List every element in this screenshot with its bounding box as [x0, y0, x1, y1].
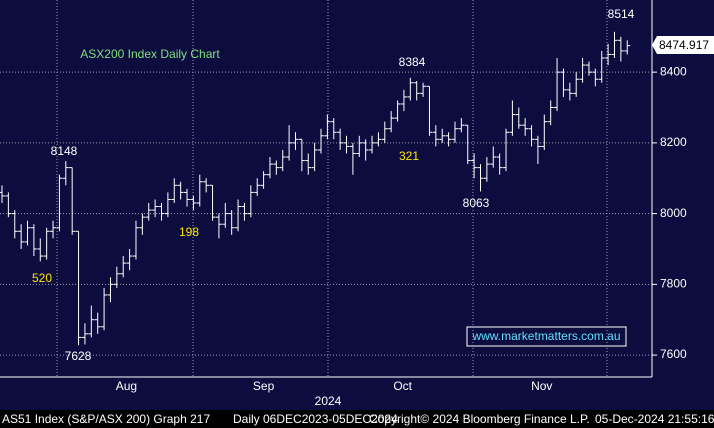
x-tick-label: Aug [116, 379, 137, 393]
year-label: 2024 [315, 394, 342, 408]
move-label: 321 [399, 149, 419, 163]
peak-label: 8514 [608, 7, 635, 21]
watermark-box [466, 326, 627, 347]
last-price-label: 8474.917 [659, 38, 709, 52]
watermark: www.marketmatters.com.au [471, 329, 620, 343]
x-tick-label: Oct [393, 379, 412, 393]
y-tick-label: 8000 [660, 206, 687, 220]
footer-text: Daily 06DEC2023-05DEC2024 [233, 412, 398, 426]
x-tick-label: Nov [531, 379, 552, 393]
move-label: 520 [32, 271, 52, 285]
x-tick-label: Sep [253, 379, 275, 393]
last-price-box [652, 36, 714, 54]
move-label: 198 [179, 225, 199, 239]
y-tick-label: 7600 [660, 347, 687, 361]
y-tick-label: 7800 [660, 277, 687, 291]
peak-label: 8384 [399, 55, 426, 69]
footer-text: AS51 Index (S&P/ASX 200) Graph 217 [2, 412, 210, 426]
y-tick-label: 8200 [660, 135, 687, 149]
peak-label: 8148 [51, 144, 78, 158]
footer-bar [0, 410, 714, 428]
peak-label: 8063 [463, 196, 490, 210]
footer-text: 05-Dec-2024 21:55:16 [595, 412, 714, 426]
y-tick-label: 8400 [660, 64, 687, 78]
peak-label: 7628 [65, 349, 92, 363]
footer-text: Copyright© 2024 Bloomberg Finance L.P. [369, 412, 590, 426]
chart-title: ASX200 Index Daily Chart [80, 47, 220, 61]
